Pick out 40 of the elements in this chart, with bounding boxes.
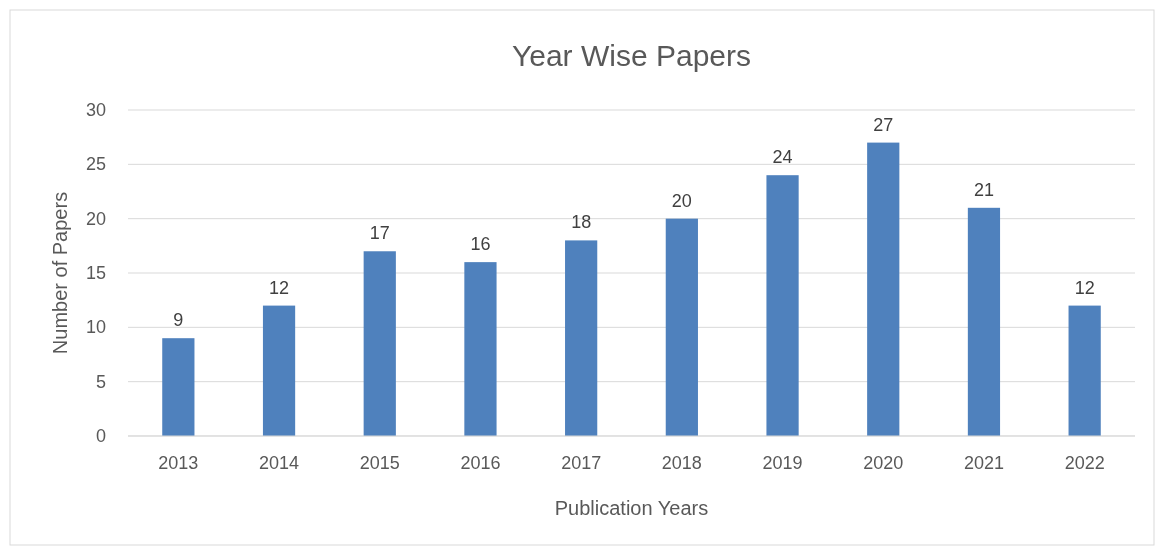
y-tick-label: 0	[95, 426, 106, 446]
chart-title: Year Wise Papers	[511, 39, 752, 72]
y-tick-label: 30	[85, 100, 106, 120]
data-label: 12	[1074, 277, 1095, 298]
x-tick-label: 2017	[561, 453, 602, 473]
y-tick-label: 5	[95, 371, 106, 392]
data-label: 27	[873, 114, 894, 135]
x-tick-label: 2013	[158, 453, 199, 473]
bar	[162, 338, 195, 436]
bar	[464, 262, 497, 436]
data-label: 9	[173, 310, 184, 331]
y-tick-label: 15	[85, 263, 106, 283]
x-tick-label: 2019	[762, 453, 803, 473]
data-label: 24	[772, 147, 793, 168]
y-tick-label: 10	[85, 317, 106, 338]
bar	[967, 207, 1001, 436]
data-label: 17	[369, 223, 390, 244]
x-tick-label: 2022	[1064, 453, 1105, 473]
data-label: 20	[671, 190, 692, 211]
bar	[363, 251, 396, 436]
x-tick-label: 2021	[963, 453, 1004, 473]
x-tick-label: 2020	[863, 453, 904, 473]
bar	[867, 142, 900, 436]
bar	[565, 240, 598, 436]
x-tick-label: 2018	[661, 453, 702, 473]
x-axis-title: Publication Years	[554, 497, 709, 519]
y-axis-title: Number of Papers	[49, 191, 71, 355]
x-tick-label: 2014	[259, 453, 300, 473]
data-label: 18	[571, 212, 592, 233]
bar	[1068, 305, 1101, 436]
y-tick-label: 25	[85, 154, 106, 175]
bar	[665, 218, 698, 436]
bar	[262, 305, 296, 436]
data-label: 12	[269, 277, 290, 298]
bar	[766, 175, 799, 436]
data-label: 16	[470, 234, 491, 255]
data-label: 21	[973, 179, 994, 200]
x-tick-label: 2015	[359, 453, 400, 473]
y-tick-label: 20	[85, 208, 106, 229]
x-tick-label: 2016	[460, 453, 501, 473]
